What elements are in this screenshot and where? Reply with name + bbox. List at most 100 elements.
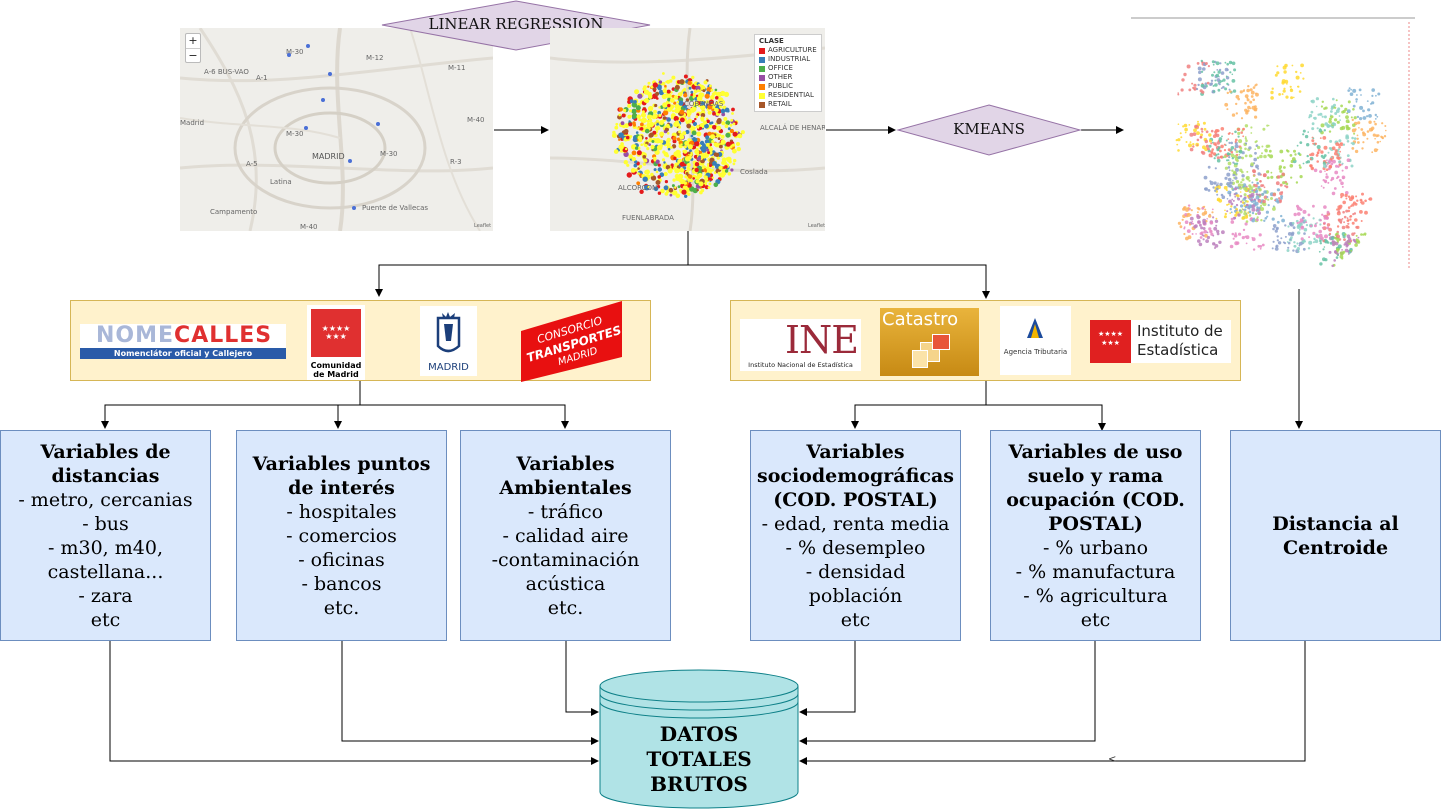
cluster-point xyxy=(1272,224,1277,228)
cluster-point xyxy=(1360,201,1362,204)
cluster-point xyxy=(1232,173,1235,177)
cluster-point xyxy=(1347,100,1351,104)
cluster-point xyxy=(1203,175,1208,180)
legend-item: INDUSTRIAL xyxy=(759,55,817,64)
cluster-point xyxy=(1302,209,1307,214)
cluster-point xyxy=(1217,70,1221,74)
cluster-point xyxy=(1331,176,1335,181)
cluster-point xyxy=(1309,164,1313,168)
map-point xyxy=(727,172,732,176)
map-point xyxy=(696,188,699,192)
cluster-point xyxy=(1320,150,1324,154)
map2-label: COBENDAS xyxy=(684,100,724,108)
map2-label: ALCALÁ DE HENARES xyxy=(760,124,825,132)
cluster-point xyxy=(1258,193,1261,197)
cluster-point xyxy=(1348,240,1351,244)
cluster-point xyxy=(1353,116,1357,120)
map-point xyxy=(642,162,646,166)
cluster-point xyxy=(1249,100,1253,104)
cluster-point xyxy=(1245,235,1250,240)
cluster-point xyxy=(1254,140,1257,144)
cluster-point xyxy=(1260,219,1263,222)
map-point xyxy=(707,131,712,136)
leaflet-attribution[interactable]: Leaflet xyxy=(474,223,492,229)
cluster-point xyxy=(1242,228,1246,232)
cluster-point xyxy=(1297,250,1300,253)
zoom-in-button[interactable]: + xyxy=(188,34,198,47)
cluster-point xyxy=(1228,132,1231,134)
cluster-point xyxy=(1212,63,1215,66)
cluster-point xyxy=(1355,195,1358,198)
cluster-point xyxy=(1338,160,1342,164)
cluster-point xyxy=(1241,174,1245,178)
box-line: - % desempleo xyxy=(785,536,926,559)
cluster-point xyxy=(1296,221,1299,225)
map-point xyxy=(725,120,731,126)
cluster-point xyxy=(1216,193,1219,196)
map-point xyxy=(636,114,641,119)
agencia-text: Agencia Tributaria xyxy=(1003,348,1068,356)
cluster-point xyxy=(1249,186,1253,191)
cluster-point xyxy=(1347,226,1350,229)
cluster-point xyxy=(1263,154,1267,159)
map-point xyxy=(711,140,715,144)
arrow-box2-to-db xyxy=(341,641,599,745)
cluster-point xyxy=(1226,82,1229,86)
map-point xyxy=(637,93,643,99)
cluster-point xyxy=(1188,143,1192,148)
cluster-point xyxy=(1328,117,1332,121)
cluster-point xyxy=(1367,108,1371,112)
map-point xyxy=(696,89,700,93)
cluster-point xyxy=(1327,151,1330,154)
cluster-point xyxy=(1196,215,1201,220)
cluster-point xyxy=(1261,184,1265,187)
cluster-point xyxy=(1236,194,1240,198)
map1-label: R-3 xyxy=(450,158,462,166)
cluster-point xyxy=(1255,212,1258,216)
cluster-point xyxy=(1207,165,1211,169)
cluster-point xyxy=(1293,212,1297,217)
cluster-point xyxy=(1360,220,1363,222)
map-point xyxy=(730,118,734,122)
map-point xyxy=(651,140,655,143)
cluster-point xyxy=(1226,172,1231,177)
cluster-point xyxy=(1253,175,1255,177)
cluster-point xyxy=(1240,200,1243,203)
cluster-point xyxy=(1368,114,1372,118)
ine-mark: INE xyxy=(785,319,859,362)
map-point xyxy=(698,104,701,108)
cluster-point xyxy=(1312,217,1315,220)
zoom-out-button[interactable]: − xyxy=(186,48,200,63)
map-point xyxy=(618,113,622,117)
cluster-point xyxy=(1233,155,1238,159)
sociodemographic-variables-box: Variables sociodemográficas (COD. POSTAL… xyxy=(750,430,961,641)
cluster-point xyxy=(1209,181,1214,186)
leaflet-attribution[interactable]: Leaflet xyxy=(808,223,825,229)
map-point xyxy=(716,119,722,125)
agencia-mark-icon xyxy=(1027,318,1043,338)
map-point xyxy=(663,151,669,157)
cluster-point xyxy=(1219,62,1222,65)
cluster-point xyxy=(1227,153,1230,156)
cluster-point xyxy=(1231,232,1235,236)
map-point xyxy=(683,104,687,109)
cluster-point xyxy=(1255,193,1259,196)
cluster-point xyxy=(1374,113,1377,117)
cluster-point xyxy=(1253,157,1257,162)
map-point xyxy=(685,98,690,102)
map-point xyxy=(712,161,717,166)
map-point xyxy=(708,99,714,105)
map-point xyxy=(634,89,640,95)
cluster-point xyxy=(1332,159,1336,164)
map-point xyxy=(666,89,671,94)
cluster-point xyxy=(1209,221,1214,225)
map-point xyxy=(675,193,681,199)
map-point xyxy=(671,109,675,113)
cluster-point xyxy=(1261,192,1265,196)
arrow-left-panel-to-box1 xyxy=(101,381,361,429)
legend-rows: AGRICULTURE INDUSTRIAL OFFICE OTHER PUBLIC RE… xyxy=(759,46,817,109)
cluster-point xyxy=(1343,243,1346,246)
map-point xyxy=(696,131,702,137)
map-point xyxy=(712,111,716,116)
map-point xyxy=(731,107,735,112)
